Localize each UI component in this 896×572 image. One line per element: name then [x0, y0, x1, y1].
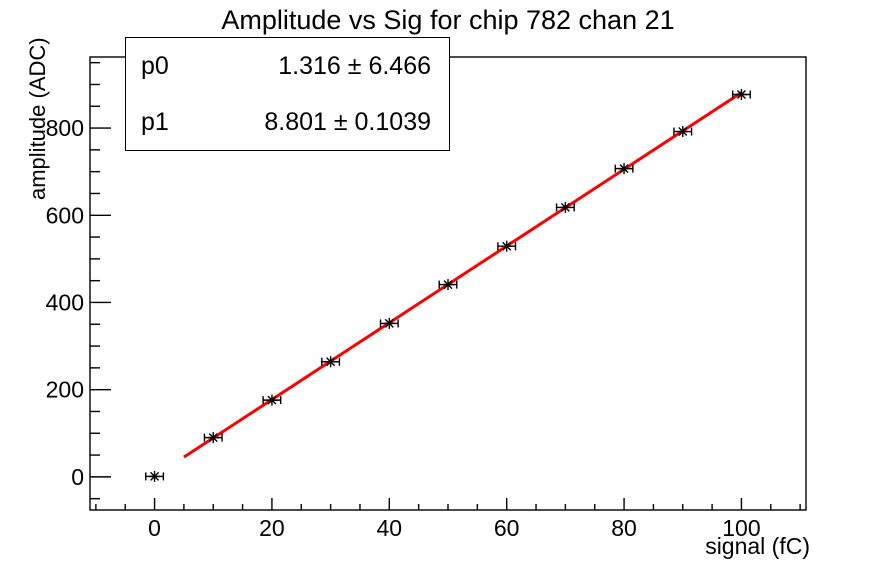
x-axis-title: signal (fC)	[705, 533, 810, 559]
stats-row-p0: p0 1.316 ± 6.466	[126, 52, 449, 81]
data-point-marker	[619, 164, 629, 174]
data-point-marker	[560, 202, 570, 212]
x-tick-label: 20	[259, 515, 285, 541]
stats-row-p1: p1 8.801 ± 0.1039	[126, 108, 449, 137]
y-tick-label: 0	[71, 464, 84, 490]
y-tick-label: 800	[46, 115, 84, 141]
data-point-marker	[502, 241, 512, 251]
data-point-marker	[208, 433, 218, 443]
y-tick-label: 600	[46, 202, 84, 228]
data-point-marker	[443, 280, 453, 290]
data-point-marker	[384, 318, 394, 328]
fit-stats-box: p0 1.316 ± 6.466 p1 8.801 ± 0.1039	[125, 37, 450, 151]
data-point-marker	[678, 127, 688, 137]
x-tick-label: 0	[148, 515, 161, 541]
x-tick-label: 60	[494, 515, 520, 541]
data-point-marker	[150, 471, 160, 481]
x-tick-label: 40	[377, 515, 403, 541]
fit-line	[183, 91, 743, 459]
data-point-marker	[326, 357, 336, 367]
param-value-p1: 8.801 ± 0.1039	[264, 107, 431, 136]
y-tick-label: 400	[46, 289, 84, 315]
param-name-p0: p0	[141, 51, 169, 80]
param-value-p0: 1.316 ± 6.466	[278, 51, 431, 80]
x-tick-label: 100	[722, 515, 760, 541]
param-name-p1: p1	[141, 107, 169, 136]
x-tick-label: 80	[611, 515, 637, 541]
chart-title: Amplitude vs Sig for chip 782 chan 21	[221, 5, 675, 35]
y-tick-label: 200	[46, 377, 84, 403]
data-point-marker	[267, 395, 277, 405]
y-axis-title: amplitude (ADC)	[25, 37, 50, 200]
data-point-marker	[736, 90, 746, 99]
